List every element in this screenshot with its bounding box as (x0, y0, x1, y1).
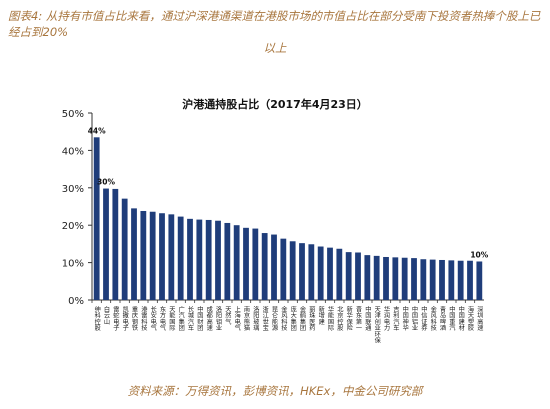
bar (93, 137, 100, 300)
x-tick-label: 庞大集团 (289, 305, 296, 332)
figure-caption-line2: 以上 (263, 41, 287, 55)
bar (401, 257, 408, 300)
x-tick-label: 天津创业环保 (373, 306, 380, 344)
bar (448, 260, 455, 300)
x-tick-label: 洛阳玻璃 (252, 305, 259, 332)
x-tick-label: 中信证券 (420, 305, 427, 332)
bar (196, 219, 203, 300)
bar (271, 234, 277, 300)
bar (467, 260, 473, 300)
x-tick-label: 金风科技 (429, 305, 436, 332)
bar-chart: 0% 10% 20% 30% 40% 50% 绅科控股 白云山 雷蛇电子 凯撒电子 重庆钢铁 港雷科技… (62, 109, 489, 344)
x-tick-label: 中国重汽 (448, 305, 455, 331)
bar (112, 188, 119, 300)
bar (457, 260, 464, 300)
bar (317, 246, 324, 300)
x-tick-label: 东方电气 (159, 305, 166, 331)
x-tick-label: 中国建材 (457, 305, 464, 331)
x-tick-label: 中国神华 (401, 305, 408, 332)
bar (439, 259, 445, 300)
x-tick-label: 昆仑能源 (271, 306, 278, 332)
bar (308, 244, 315, 300)
x-tick-label: 青岛啤酒 (439, 305, 446, 332)
bar (345, 252, 352, 300)
bar (280, 238, 287, 300)
x-tick-label: 白云山 (103, 305, 110, 325)
x-tick-label: 浙江世宝 (261, 305, 268, 331)
data-label: 30% (97, 178, 115, 187)
data-label: 10% (470, 250, 488, 259)
y-tick-label: 50% (62, 109, 84, 120)
x-tick-label: 新华保险 (345, 305, 352, 332)
x-tick-label: 绅科控股 (93, 305, 100, 332)
bar (364, 255, 371, 300)
bar (224, 222, 231, 300)
x-tick-label: 中国财团 (196, 305, 203, 332)
bar (168, 214, 175, 300)
y-tick-label: 20% (62, 221, 84, 232)
x-tick-label: 雷蛇电子 (112, 306, 119, 331)
x-tick-label: 中国铝业 (411, 305, 418, 331)
bar (103, 188, 109, 300)
x-tick-label: 成都高速 (205, 305, 212, 332)
bar (187, 218, 193, 300)
bar (205, 219, 212, 300)
bar (327, 247, 333, 300)
chart-title: 沪港通持股占比（2017年4月23日） (182, 98, 368, 111)
x-tick-label: 广汽集团 (177, 305, 184, 332)
x-tick-label: 凯撒电子 (121, 305, 128, 331)
x-tick-label: 深圳高速 (476, 305, 483, 332)
bar (336, 248, 343, 300)
x-tick-label: 天能国际 (168, 306, 175, 332)
y-tick-label: 10% (62, 259, 84, 270)
bar (159, 213, 165, 300)
x-tick-label: 长城汽车 (187, 305, 194, 332)
x-tick-label: 上海电气 (233, 305, 240, 331)
x-tick-label: 南京熊猫 (243, 305, 250, 332)
bar (355, 252, 361, 300)
x-tick-label: 华能国际 (327, 305, 334, 332)
bar (289, 241, 296, 300)
bar (383, 256, 389, 300)
bar (299, 243, 305, 300)
bar (429, 259, 436, 300)
x-tick-label: 洛阳钼业 (215, 305, 222, 331)
x-tick-label: 海天塑胶 (467, 305, 474, 332)
x-tick-label: 丽珠医药 (308, 306, 315, 332)
source-note: 资料来源：万得资讯，彭博资讯，HKEx，中金公司研究部 (127, 384, 423, 398)
bar (121, 198, 128, 300)
x-tick-label: 晋东第一 (355, 306, 362, 331)
y-tick-label: 0% (68, 296, 84, 307)
bar (392, 257, 399, 300)
x-tick-label: 重庆钢铁 (131, 305, 138, 332)
bar (476, 261, 483, 300)
x-tick-label: 港雷科技 (140, 305, 147, 332)
x-tick-label: 长安电气 (149, 305, 156, 331)
bar (420, 259, 427, 300)
bar (215, 220, 221, 300)
bar (373, 255, 380, 300)
bar (131, 208, 137, 300)
bar (233, 225, 240, 300)
x-tick-label: 金风科技 (280, 305, 287, 332)
figure-caption-line1: 图表4: 从持有市值占比来看，通过沪深港通渠道在港股市场的市值占比在部分受南下投… (8, 9, 541, 39)
data-label: 44% (88, 126, 106, 135)
bar (140, 210, 147, 300)
y-tick-label: 40% (62, 146, 84, 157)
x-tick-label: 金鹤集团 (299, 305, 306, 332)
bar (252, 228, 259, 300)
y-tick-label: 30% (62, 184, 84, 195)
bar (243, 227, 249, 300)
x-tick-label: 中国联通 (364, 305, 371, 332)
bar (261, 233, 268, 300)
x-tick-label: 华润电力 (383, 305, 390, 332)
bar (177, 216, 184, 300)
x-tick-label: 北京控股 (336, 305, 343, 332)
x-tick-label: 吉利汽车 (392, 306, 399, 332)
figure-caption: 图表4: 从持有市值占比来看，通过沪深港通渠道在港股市场的市值占比在部分受南下投… (6, 8, 544, 56)
bar (149, 211, 156, 300)
x-tick-label: 天然气 (224, 306, 231, 325)
x-tick-label: 新增建 (317, 305, 324, 325)
bar (411, 258, 417, 300)
